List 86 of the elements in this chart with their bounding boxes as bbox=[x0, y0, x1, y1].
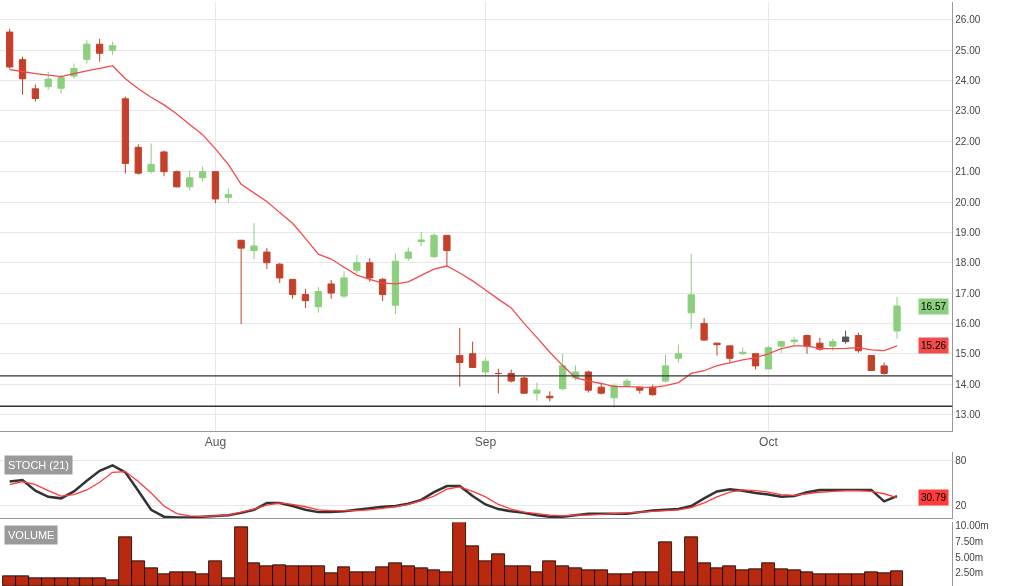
candlestick bbox=[597, 382, 605, 395]
candlestick bbox=[134, 143, 142, 176]
candlestick bbox=[404, 247, 412, 262]
candlestick bbox=[777, 340, 785, 354]
y-tick-label: 26.00 bbox=[955, 14, 981, 26]
candlestick bbox=[867, 355, 875, 372]
candlestick bbox=[803, 334, 811, 355]
candlestick bbox=[198, 165, 207, 182]
candlestick bbox=[250, 222, 258, 260]
y-tick-label: 23.00 bbox=[955, 105, 981, 117]
candlestick bbox=[31, 84, 40, 103]
candlestick bbox=[841, 330, 850, 345]
x-tick-label: Oct bbox=[759, 434, 779, 449]
candlestick bbox=[57, 74, 65, 95]
candlestick bbox=[366, 257, 374, 283]
y-tick-label: 7.50m bbox=[955, 536, 984, 548]
candlestick bbox=[340, 270, 348, 299]
candlestick bbox=[173, 169, 181, 188]
candlestick bbox=[700, 317, 708, 342]
candlestick bbox=[263, 247, 271, 270]
y-tick-label: 19.00 bbox=[955, 226, 981, 238]
candlestick bbox=[353, 254, 361, 274]
y-tick-label: 5.00m bbox=[955, 551, 984, 563]
candlestick bbox=[880, 362, 888, 376]
text: 15.26 bbox=[921, 340, 947, 351]
candlestick bbox=[237, 239, 245, 325]
candlestick bbox=[83, 39, 91, 65]
candlestick bbox=[18, 56, 27, 96]
candlestick bbox=[687, 253, 695, 330]
y-tick-label: 22.00 bbox=[955, 135, 981, 147]
candlestick bbox=[147, 142, 155, 174]
candlestick bbox=[533, 382, 541, 401]
candlestick bbox=[713, 342, 721, 357]
candlestick bbox=[726, 345, 734, 364]
candlestick bbox=[301, 288, 310, 309]
text: VOLUME bbox=[8, 529, 55, 541]
candlestick bbox=[468, 341, 477, 369]
y-tick-label: 13.00 bbox=[955, 408, 981, 420]
candlestick bbox=[224, 187, 232, 204]
candlestick bbox=[211, 171, 220, 204]
candlestick bbox=[829, 338, 837, 352]
candlestick bbox=[160, 150, 168, 177]
candlestick bbox=[481, 357, 490, 377]
candlestick bbox=[5, 28, 14, 69]
candlestick bbox=[44, 71, 52, 91]
y-tick-label: 24.00 bbox=[955, 75, 981, 87]
candlestick bbox=[121, 96, 130, 174]
y-tick-label: 2.50m bbox=[955, 567, 984, 579]
candlestick bbox=[674, 344, 683, 364]
candlestick bbox=[790, 336, 798, 347]
line-series bbox=[9, 65, 898, 389]
text: 16.57 bbox=[921, 301, 947, 312]
x-tick-label: Aug bbox=[204, 434, 227, 449]
candlestick bbox=[276, 262, 284, 284]
candlestick bbox=[494, 368, 502, 395]
candlestick bbox=[546, 390, 554, 402]
y-tick-label: 15.00 bbox=[955, 348, 981, 360]
y-tick-label: 20.00 bbox=[955, 196, 981, 208]
candlestick bbox=[456, 327, 464, 388]
candlestick bbox=[520, 376, 528, 395]
y-tick-label: 21.00 bbox=[955, 166, 981, 178]
candlestick bbox=[764, 345, 773, 371]
y-tick-label: 17.00 bbox=[955, 287, 981, 299]
candlestick bbox=[327, 279, 335, 300]
candlestick bbox=[893, 296, 901, 340]
text: STOCH (21) bbox=[8, 459, 69, 471]
candlestick bbox=[623, 378, 631, 388]
candlestick bbox=[430, 232, 438, 259]
x-tick-label: Sep bbox=[474, 434, 497, 449]
y-tick-label: 20 bbox=[955, 500, 967, 512]
candlestick bbox=[108, 41, 117, 56]
y-tick-label: 80 bbox=[955, 454, 967, 466]
candlestick bbox=[288, 278, 297, 300]
candlestick bbox=[314, 286, 322, 314]
y-tick-label: 25.00 bbox=[955, 44, 981, 56]
candlestick bbox=[96, 38, 104, 63]
candlestick bbox=[391, 253, 400, 315]
candlestick bbox=[610, 382, 618, 408]
candlestick bbox=[417, 231, 425, 247]
candlestick bbox=[186, 169, 194, 191]
y-tick-label: 10.00m bbox=[955, 520, 989, 532]
candlestick bbox=[443, 234, 451, 267]
text: 30.79 bbox=[921, 492, 947, 503]
y-tick-label: 16.00 bbox=[955, 317, 981, 329]
y-tick-label: 18.00 bbox=[955, 257, 981, 269]
y-tick-label: 14.00 bbox=[955, 378, 981, 390]
